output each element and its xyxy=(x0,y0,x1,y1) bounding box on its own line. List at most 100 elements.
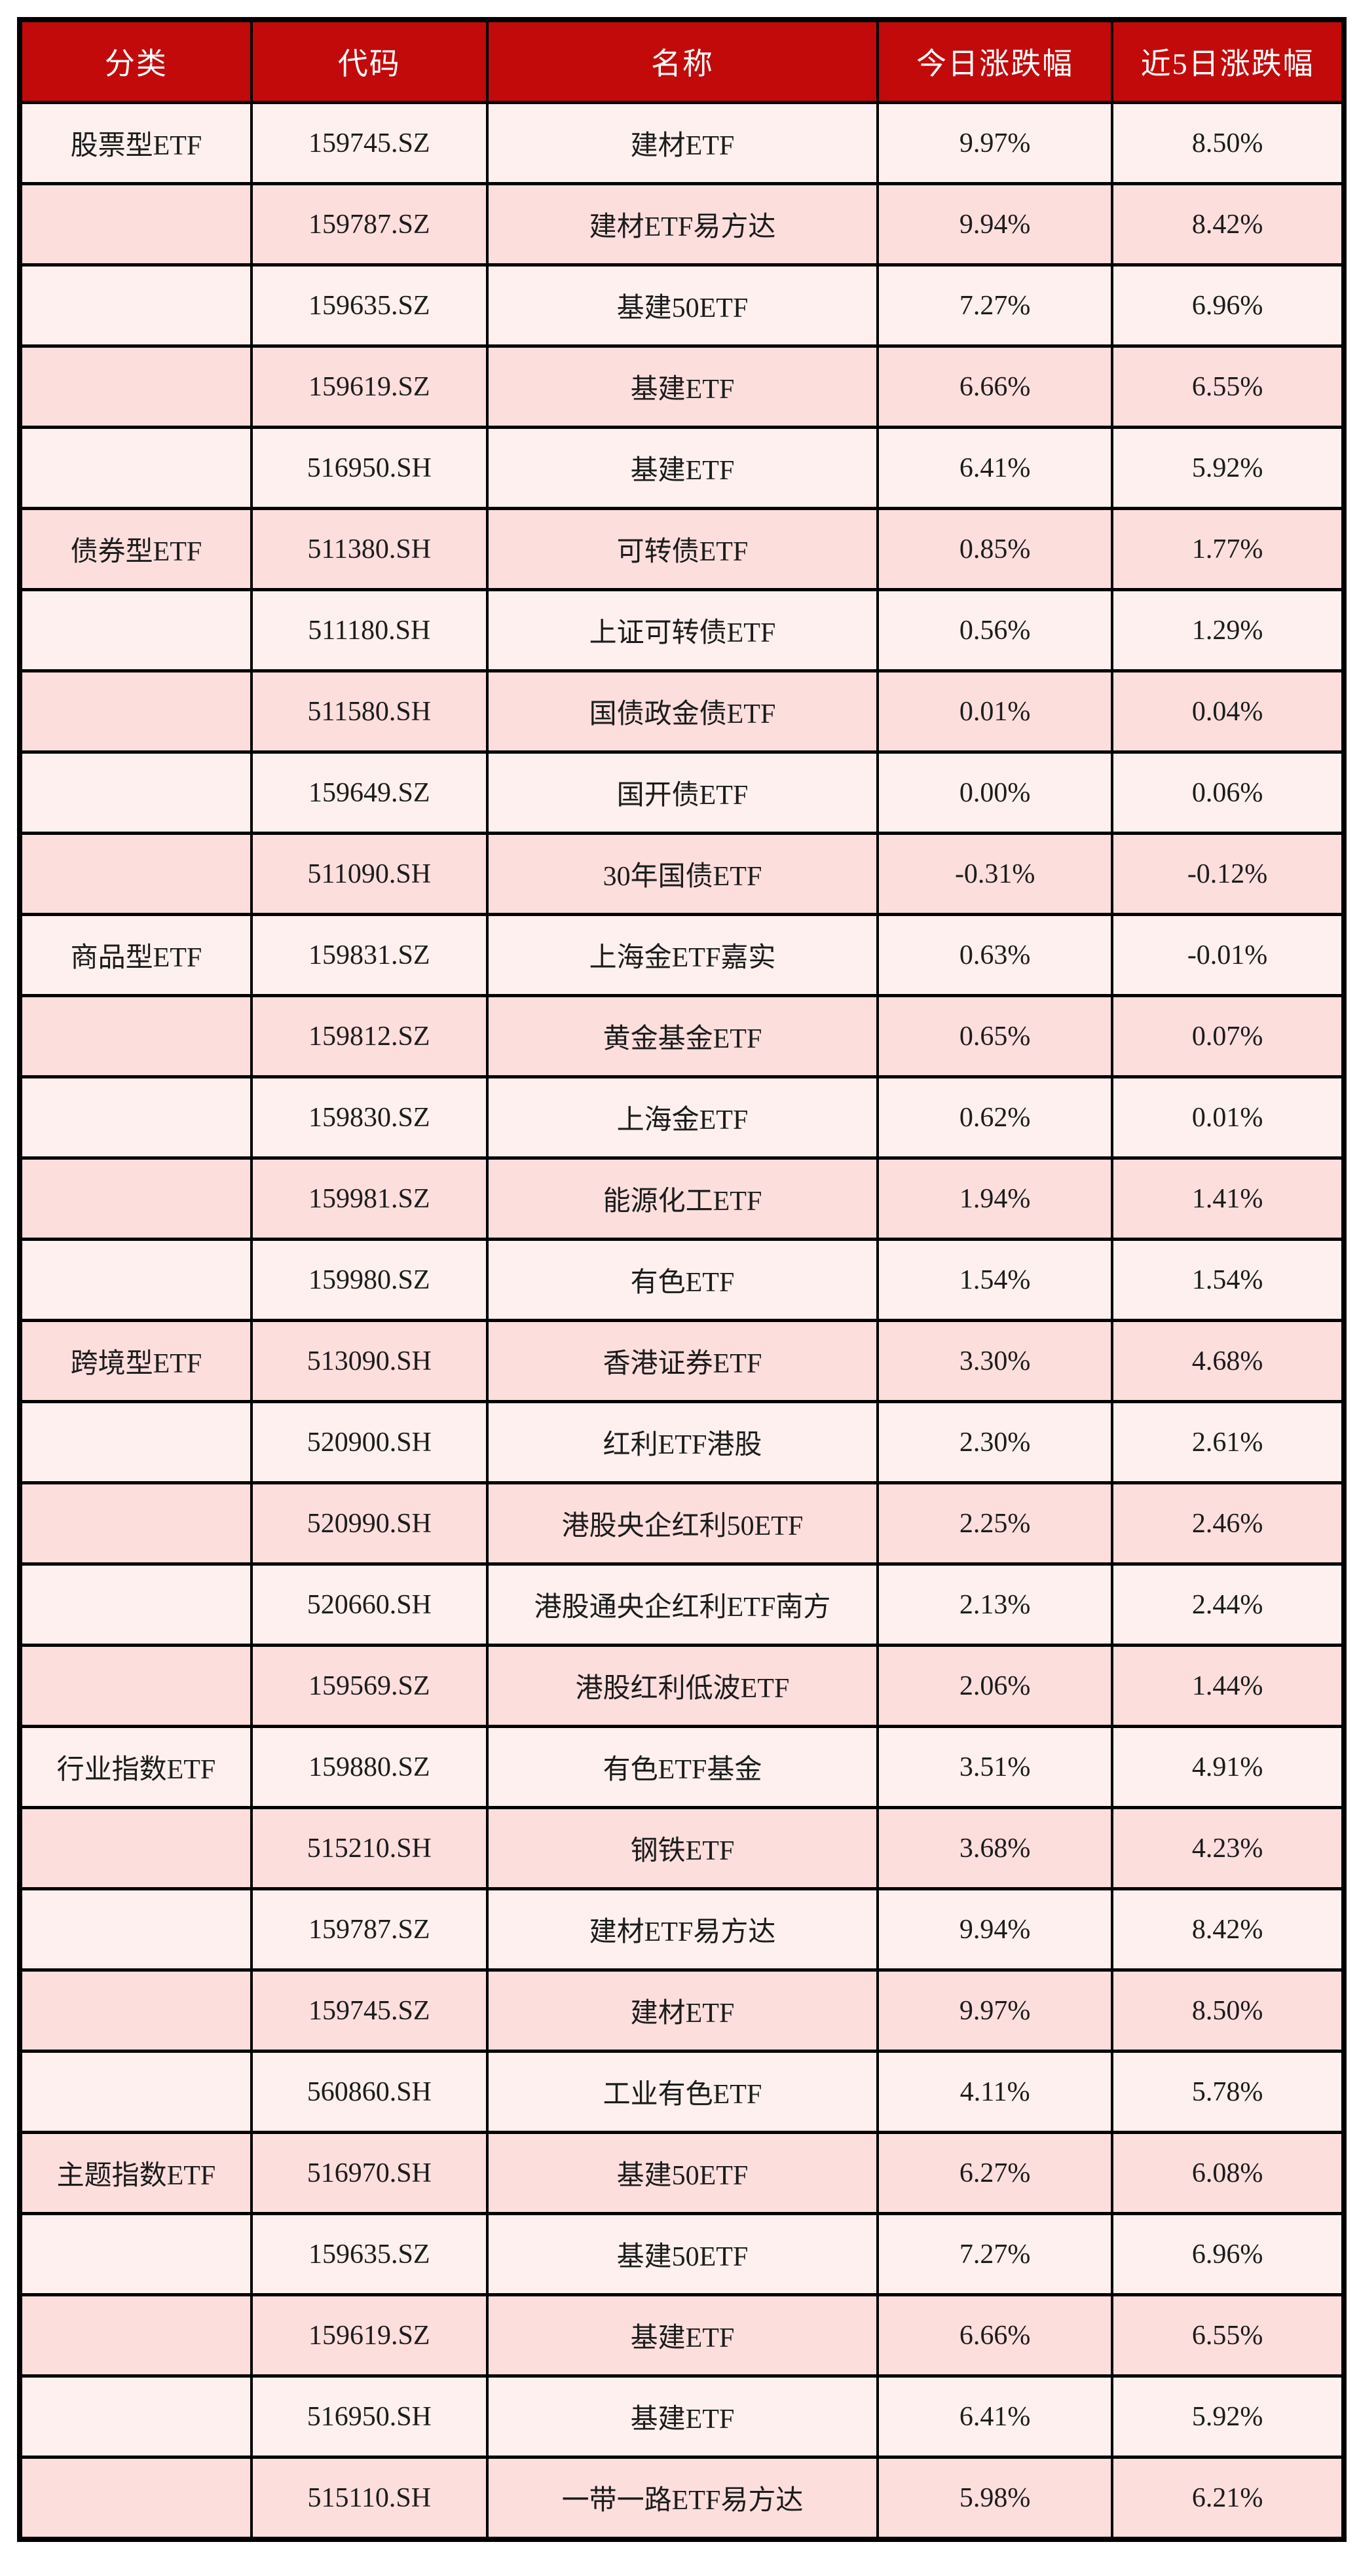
name-cell: 基建50ETF xyxy=(485,2131,880,2215)
five-day-change-cell: 6.96% xyxy=(1111,263,1345,348)
today-change-cell: 2.13% xyxy=(876,1562,1114,1647)
today-change-cell: 6.41% xyxy=(876,2374,1114,2459)
five-day-change-cell: -0.01% xyxy=(1111,913,1345,997)
code-cell: 511380.SH xyxy=(250,507,489,591)
code-cell: 560860.SH xyxy=(250,2050,489,2134)
name-cell: 国开债ETF xyxy=(485,750,880,835)
name-cell: 基建ETF xyxy=(485,2374,880,2459)
today-change-cell: 0.63% xyxy=(876,913,1114,997)
table-row: 跨境型ETF 513090.SH 香港证券ETF 3.30% 4.68% xyxy=(18,1319,1345,1403)
category-cell xyxy=(18,1156,253,1241)
header-row: 分类 代码 名称 今日涨跌幅 近5日涨跌幅 xyxy=(18,18,1345,104)
category-cell xyxy=(18,344,253,429)
today-change-cell: 1.94% xyxy=(876,1156,1114,1241)
category-cell xyxy=(18,1400,253,1484)
code-cell: 511090.SH xyxy=(250,832,489,916)
code-cell: 511580.SH xyxy=(250,669,489,754)
today-change-cell: 7.27% xyxy=(876,263,1114,348)
category-cell xyxy=(18,1968,253,2053)
category-cell xyxy=(18,669,253,754)
code-cell: 159745.SZ xyxy=(250,1968,489,2053)
table-row: 159787.SZ 建材ETF易方达 9.94% 8.42% xyxy=(18,1887,1345,1972)
column-header-code: 代码 xyxy=(250,18,489,104)
table-row: 511090.SH 30年国债ETF -0.31% -0.12% xyxy=(18,832,1345,916)
today-change-cell: 9.97% xyxy=(876,1968,1114,2053)
table-row: 159787.SZ 建材ETF易方达 9.94% 8.42% xyxy=(18,182,1345,267)
five-day-change-cell: 5.92% xyxy=(1111,426,1345,510)
code-cell: 516970.SH xyxy=(250,2131,489,2215)
today-change-cell: 0.62% xyxy=(876,1075,1114,1160)
five-day-change-cell: 0.01% xyxy=(1111,1075,1345,1160)
table-row: 159649.SZ 国开债ETF 0.00% 0.06% xyxy=(18,750,1345,835)
table-row: 511180.SH 上证可转债ETF 0.56% 1.29% xyxy=(18,588,1345,672)
name-cell: 有色ETF基金 xyxy=(485,1725,880,1809)
today-change-cell: 9.97% xyxy=(876,101,1114,185)
name-cell: 基建ETF xyxy=(485,344,880,429)
category-cell xyxy=(18,1806,253,1890)
code-cell: 159980.SZ xyxy=(250,1238,489,1322)
category-cell: 商品型ETF xyxy=(18,913,253,997)
code-cell: 159569.SZ xyxy=(250,1644,489,1728)
five-day-change-cell: 8.50% xyxy=(1111,101,1345,185)
code-cell: 515110.SH xyxy=(250,2456,489,2541)
category-cell: 跨境型ETF xyxy=(18,1319,253,1403)
etf-performance-table: 分类 代码 名称 今日涨跌幅 近5日涨跌幅 股票型ETF 159745.SZ 建… xyxy=(17,17,1347,2542)
name-cell: 钢铁ETF xyxy=(485,1806,880,1890)
table-row: 主题指数ETF 516970.SH 基建50ETF 6.27% 6.08% xyxy=(18,2131,1345,2215)
today-change-cell: -0.31% xyxy=(876,832,1114,916)
name-cell: 基建ETF xyxy=(485,426,880,510)
name-cell: 建材ETF易方达 xyxy=(485,1887,880,1972)
name-cell: 港股央企红利50ETF xyxy=(485,1481,880,1566)
five-day-change-cell: 4.91% xyxy=(1111,1725,1345,1809)
today-change-cell: 5.98% xyxy=(876,2456,1114,2541)
table-row: 516950.SH 基建ETF 6.41% 5.92% xyxy=(18,2374,1345,2459)
today-change-cell: 2.30% xyxy=(876,1400,1114,1484)
table-row: 520990.SH 港股央企红利50ETF 2.25% 2.46% xyxy=(18,1481,1345,1566)
code-cell: 159830.SZ xyxy=(250,1075,489,1160)
code-cell: 159619.SZ xyxy=(250,2293,489,2378)
category-cell: 行业指数ETF xyxy=(18,1725,253,1809)
table-row: 159619.SZ 基建ETF 6.66% 6.55% xyxy=(18,344,1345,429)
name-cell: 能源化工ETF xyxy=(485,1156,880,1241)
category-cell xyxy=(18,2456,253,2541)
name-cell: 香港证券ETF xyxy=(485,1319,880,1403)
category-cell: 主题指数ETF xyxy=(18,2131,253,2215)
column-header-name: 名称 xyxy=(485,18,880,104)
today-change-cell: 6.66% xyxy=(876,2293,1114,2378)
five-day-change-cell: 5.78% xyxy=(1111,2050,1345,2134)
code-cell: 513090.SH xyxy=(250,1319,489,1403)
five-day-change-cell: 2.44% xyxy=(1111,1562,1345,1647)
code-cell: 159635.SZ xyxy=(250,2212,489,2296)
code-cell: 159831.SZ xyxy=(250,913,489,997)
five-day-change-cell: 1.77% xyxy=(1111,507,1345,591)
name-cell: 基建50ETF xyxy=(485,263,880,348)
five-day-change-cell: 2.61% xyxy=(1111,1400,1345,1484)
five-day-change-cell: 6.21% xyxy=(1111,2456,1345,2541)
table-row: 560860.SH 工业有色ETF 4.11% 5.78% xyxy=(18,2050,1345,2134)
five-day-change-cell: 1.41% xyxy=(1111,1156,1345,1241)
table-row: 159812.SZ 黄金基金ETF 0.65% 0.07% xyxy=(18,994,1345,1078)
code-cell: 516950.SH xyxy=(250,2374,489,2459)
category-cell xyxy=(18,1075,253,1160)
today-change-cell: 7.27% xyxy=(876,2212,1114,2296)
today-change-cell: 3.51% xyxy=(876,1725,1114,1809)
table-row: 516950.SH 基建ETF 6.41% 5.92% xyxy=(18,426,1345,510)
five-day-change-cell: 6.08% xyxy=(1111,2131,1345,2215)
code-cell: 159880.SZ xyxy=(250,1725,489,1809)
table-row: 511580.SH 国债政金债ETF 0.01% 0.04% xyxy=(18,669,1345,754)
table-row: 520660.SH 港股通央企红利ETF南方 2.13% 2.44% xyxy=(18,1562,1345,1647)
five-day-change-cell: 6.55% xyxy=(1111,2293,1345,2378)
today-change-cell: 2.25% xyxy=(876,1481,1114,1566)
table-row: 159980.SZ 有色ETF 1.54% 1.54% xyxy=(18,1238,1345,1322)
table-row: 159745.SZ 建材ETF 9.97% 8.50% xyxy=(18,1968,1345,2053)
table-row: 515110.SH 一带一路ETF易方达 5.98% 6.21% xyxy=(18,2456,1345,2541)
table-row: 520900.SH 红利ETF港股 2.30% 2.61% xyxy=(18,1400,1345,1484)
five-day-change-cell: 5.92% xyxy=(1111,2374,1345,2459)
five-day-change-cell: 4.23% xyxy=(1111,1806,1345,1890)
table-row: 159830.SZ 上海金ETF 0.62% 0.01% xyxy=(18,1075,1345,1160)
category-cell: 股票型ETF xyxy=(18,101,253,185)
category-cell xyxy=(18,2293,253,2378)
category-cell xyxy=(18,1887,253,1972)
category-cell xyxy=(18,2374,253,2459)
